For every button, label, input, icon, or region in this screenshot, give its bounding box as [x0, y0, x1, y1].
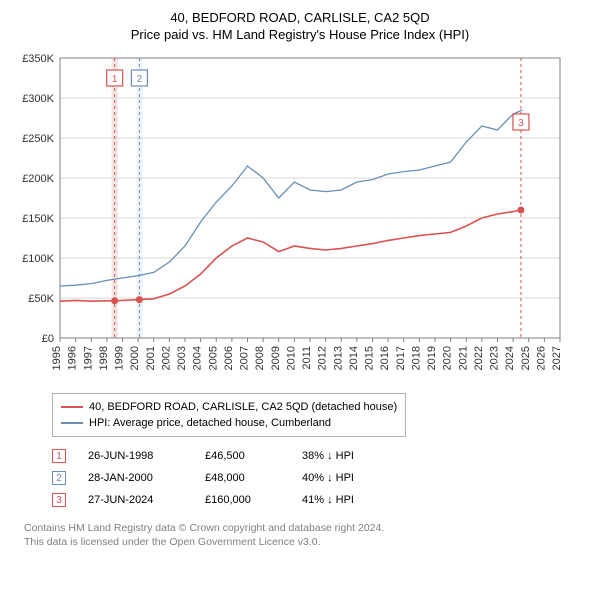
- svg-text:2026: 2026: [535, 346, 547, 370]
- marker-date: 27-JUN-2024: [88, 494, 183, 506]
- svg-text:2009: 2009: [270, 346, 282, 370]
- marker-table: 1 26-JUN-1998 £46,500 38% ↓ HPI 2 28-JAN-2000…: [52, 445, 588, 511]
- marker-price: £46,500: [205, 450, 280, 462]
- svg-text:2027: 2027: [551, 346, 563, 370]
- svg-text:£200K: £200K: [22, 173, 54, 185]
- page-title: 40, BEDFORD ROAD, CARLISLE, CA2 5QD: [12, 10, 588, 25]
- svg-text:1999: 1999: [114, 346, 126, 370]
- svg-text:£50K: £50K: [28, 293, 54, 305]
- marker-number: 1: [52, 449, 66, 463]
- legend: 40, BEDFORD ROAD, CARLISLE, CA2 5QD (det…: [52, 393, 406, 437]
- svg-text:£250K: £250K: [22, 133, 54, 145]
- svg-text:2010: 2010: [285, 346, 297, 370]
- marker-number: 3: [52, 493, 66, 507]
- svg-text:2021: 2021: [457, 346, 469, 370]
- svg-text:2: 2: [137, 74, 143, 85]
- svg-text:2025: 2025: [520, 346, 532, 370]
- page-subtitle: Price paid vs. HM Land Registry's House …: [12, 27, 588, 42]
- svg-text:2019: 2019: [426, 346, 438, 370]
- svg-text:1: 1: [112, 74, 118, 85]
- svg-text:2020: 2020: [442, 346, 454, 370]
- svg-text:£150K: £150K: [22, 213, 54, 225]
- marker-row: 1 26-JUN-1998 £46,500 38% ↓ HPI: [52, 445, 588, 467]
- svg-text:£350K: £350K: [22, 53, 54, 65]
- svg-text:3: 3: [518, 118, 524, 129]
- svg-text:2015: 2015: [364, 346, 376, 370]
- marker-percent: 41% ↓ HPI: [302, 494, 387, 506]
- svg-text:£300K: £300K: [22, 93, 54, 105]
- svg-text:2008: 2008: [254, 346, 266, 370]
- svg-text:1998: 1998: [98, 346, 110, 370]
- svg-text:2014: 2014: [348, 346, 360, 370]
- footer-attribution: Contains HM Land Registry data © Crown c…: [24, 521, 588, 549]
- marker-price: £160,000: [205, 494, 280, 506]
- marker-price: £48,000: [205, 472, 280, 484]
- legend-row: HPI: Average price, detached house, Cumb…: [61, 415, 397, 431]
- svg-text:2023: 2023: [489, 346, 501, 370]
- svg-text:2017: 2017: [395, 346, 407, 370]
- legend-swatch: [61, 422, 83, 424]
- svg-text:2006: 2006: [223, 346, 235, 370]
- svg-text:2000: 2000: [129, 346, 141, 370]
- svg-text:£0: £0: [42, 333, 54, 345]
- legend-label: 40, BEDFORD ROAD, CARLISLE, CA2 5QD (det…: [89, 401, 397, 413]
- footer-line1: Contains HM Land Registry data © Crown c…: [24, 521, 588, 535]
- price-chart: £0 £50K £100K £150K £200K £250K £300K £350K 1995…: [12, 50, 572, 380]
- marker-row: 3 27-JUN-2024 £160,000 41% ↓ HPI: [52, 489, 588, 511]
- legend-label: HPI: Average price, detached house, Cumb…: [89, 417, 331, 429]
- chart-area: £0 £50K £100K £150K £200K £250K £300K £350K 1995…: [12, 50, 588, 385]
- svg-text:2003: 2003: [176, 346, 188, 370]
- marker-percent: 38% ↓ HPI: [302, 450, 387, 462]
- footer-line2: This data is licensed under the Open Gov…: [24, 535, 588, 549]
- svg-text:2002: 2002: [160, 346, 172, 370]
- svg-text:2007: 2007: [239, 346, 251, 370]
- svg-text:2004: 2004: [192, 346, 204, 370]
- marker-percent: 40% ↓ HPI: [302, 472, 387, 484]
- legend-swatch: [61, 406, 83, 408]
- svg-text:2005: 2005: [207, 346, 219, 370]
- svg-text:2013: 2013: [332, 346, 344, 370]
- svg-text:2011: 2011: [301, 346, 313, 370]
- svg-text:2001: 2001: [145, 346, 157, 370]
- svg-text:2024: 2024: [504, 346, 516, 370]
- svg-text:1997: 1997: [82, 346, 94, 370]
- marker-date: 26-JUN-1998: [88, 450, 183, 462]
- svg-text:2016: 2016: [379, 346, 391, 370]
- marker-number: 2: [52, 471, 66, 485]
- svg-text:2018: 2018: [410, 346, 422, 370]
- marker-date: 28-JAN-2000: [88, 472, 183, 484]
- svg-text:2012: 2012: [317, 346, 329, 370]
- svg-text:2022: 2022: [473, 346, 485, 370]
- svg-text:1996: 1996: [67, 346, 79, 370]
- marker-row: 2 28-JAN-2000 £48,000 40% ↓ HPI: [52, 467, 588, 489]
- svg-text:£100K: £100K: [22, 253, 54, 265]
- svg-text:1995: 1995: [51, 346, 63, 370]
- legend-row: 40, BEDFORD ROAD, CARLISLE, CA2 5QD (det…: [61, 399, 397, 415]
